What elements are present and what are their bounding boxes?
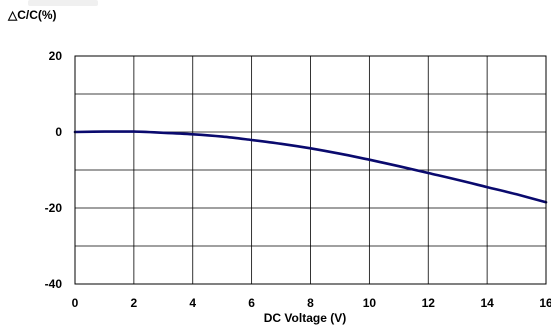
x-tick-label: 6 — [248, 296, 255, 310]
series-line — [73, 130, 548, 204]
x-axis-label: DC Voltage (V) — [264, 311, 346, 325]
y-tick-label: -40 — [45, 277, 63, 291]
plot-frame — [74, 55, 547, 285]
x-tick-label: 8 — [307, 296, 314, 310]
x-tick-label: 10 — [363, 296, 377, 310]
series-layer — [73, 130, 548, 204]
x-tick-label: 2 — [131, 296, 138, 310]
grid — [75, 56, 546, 284]
x-tick-label: 4 — [189, 296, 196, 310]
x-tick-label: 0 — [72, 296, 79, 310]
y-tick-label: -20 — [45, 201, 63, 215]
y-axis-label: △C/C(%) — [7, 8, 57, 22]
x-tick-label: 12 — [422, 296, 436, 310]
x-tick-label: 14 — [480, 296, 494, 310]
x-tick-labels: 0 2 4 6 8 10 12 14 16 — [72, 296, 551, 310]
y-tick-labels: 20 0 -20 -40 — [45, 49, 63, 291]
header-smudge — [28, 0, 98, 6]
x-tick-label: 16 — [539, 296, 551, 310]
y-tick-label: 0 — [55, 125, 62, 139]
y-tick-label: 20 — [49, 49, 63, 63]
